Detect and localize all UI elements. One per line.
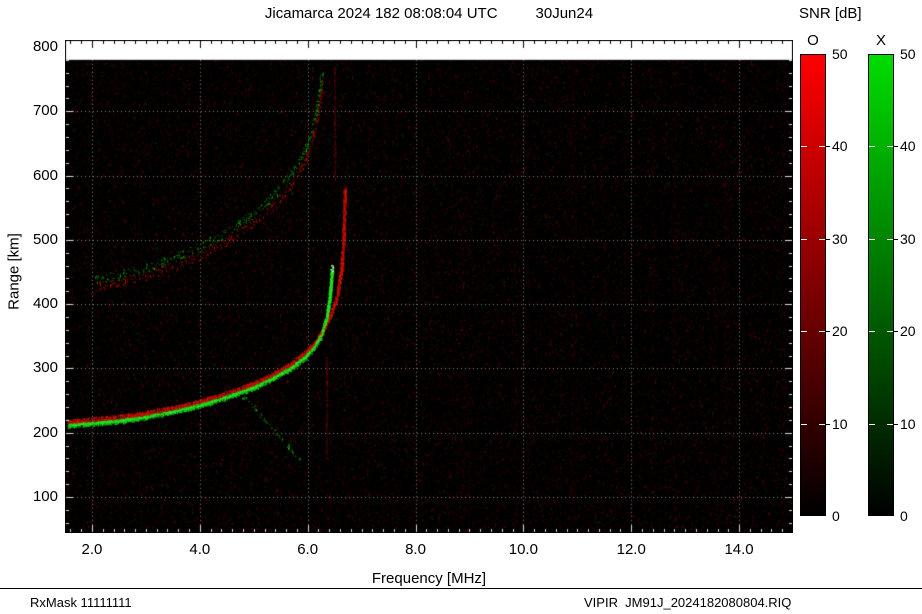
colorbar-tick-mark bbox=[894, 331, 898, 333]
colorbar-tick-mark bbox=[887, 423, 893, 425]
data-file-text: VIPIR JM91J_2024182080804.RIQ bbox=[584, 595, 792, 610]
x-tick-label: 10.0 bbox=[508, 541, 538, 558]
colorbar-tick-mark bbox=[887, 238, 893, 240]
y-tick-label: 300 bbox=[32, 359, 58, 377]
footer-divider bbox=[0, 588, 922, 589]
rxmask-text: RxMask 11111111 bbox=[30, 595, 132, 610]
colorbar-tick-label: 30 bbox=[900, 230, 916, 247]
colorbar-tick-mark bbox=[869, 331, 875, 333]
colorbar-tick-label: 20 bbox=[900, 323, 916, 340]
colorbar-tick-mark bbox=[869, 423, 875, 425]
x-tick-label: 2.0 bbox=[81, 541, 103, 558]
y-tick-label: 800 bbox=[32, 38, 58, 55]
y-tick-label: 700 bbox=[32, 102, 58, 120]
snr-colorbar-title: SNR [dB] bbox=[799, 5, 862, 22]
y-tick-label: 500 bbox=[32, 230, 58, 248]
x-axis-title: Frequency [MHz] bbox=[371, 570, 487, 587]
colorbar-tick-mark bbox=[819, 238, 825, 240]
colorbar-tick-label: 50 bbox=[900, 46, 916, 62]
x-tick-label: 14.0 bbox=[724, 541, 754, 558]
y-tick-label: 400 bbox=[32, 295, 58, 313]
colorbar-tick-mark bbox=[801, 331, 807, 333]
colorbar-tick-mark bbox=[894, 146, 898, 148]
colorbar-tick-mark bbox=[869, 238, 875, 240]
snr-colorbar-x bbox=[868, 54, 894, 516]
y-tick-label: 100 bbox=[32, 487, 58, 505]
colorbar-tick-mark bbox=[801, 238, 807, 240]
colorbar-tick-mark bbox=[826, 423, 830, 425]
colorbar-tick-mark bbox=[894, 238, 898, 240]
colorbar-tick-mark bbox=[819, 423, 825, 425]
plot-title-date: 30Jun24 bbox=[535, 4, 594, 22]
x-tick-label: 8.0 bbox=[405, 541, 426, 558]
y-tick-label: 600 bbox=[32, 166, 58, 184]
colorbar-tick-mark bbox=[869, 146, 875, 148]
x-mode-label: X bbox=[875, 32, 886, 49]
colorbar-tick-mark bbox=[819, 331, 825, 333]
plot-title: Jicamarca 2024 182 08:08:04 UTC 30Jun24 bbox=[65, 2, 793, 24]
colorbar-tick-mark bbox=[887, 331, 893, 333]
o-mode-label: O bbox=[807, 32, 819, 49]
colorbar-tick-mark bbox=[894, 423, 898, 425]
colorbar-tick-label: 40 bbox=[832, 138, 848, 155]
colorbar-tick-mark bbox=[826, 238, 830, 240]
colorbar-tick-mark bbox=[826, 331, 830, 333]
colorbar-tick-label: 30 bbox=[832, 230, 848, 247]
x-tick-label: 12.0 bbox=[616, 541, 646, 558]
colorbar-tick-label: 0 bbox=[832, 508, 840, 524]
colorbar-tick-label: 40 bbox=[900, 138, 916, 155]
plot-title-main: Jicamarca 2024 182 08:08:04 UTC bbox=[264, 4, 498, 22]
colorbar-tick-label: 10 bbox=[832, 415, 848, 432]
colorbar-tick-label: 0 bbox=[900, 508, 908, 524]
colorbar-tick-mark bbox=[801, 423, 807, 425]
ionogram-plot-canvas bbox=[65, 40, 793, 533]
colorbar-tick-mark bbox=[887, 146, 893, 148]
colorbar-tick-label: 10 bbox=[900, 415, 916, 432]
colorbar-tick-mark bbox=[801, 146, 807, 148]
colorbar-tick-mark bbox=[819, 146, 825, 148]
snr-colorbar-o bbox=[800, 54, 826, 516]
colorbar-tick-label: 20 bbox=[832, 323, 848, 340]
x-tick-label: 6.0 bbox=[297, 541, 319, 558]
colorbar-tick-label: 50 bbox=[832, 46, 848, 62]
x-tick-label: 4.0 bbox=[189, 541, 211, 558]
y-tick-label: 200 bbox=[32, 423, 58, 441]
colorbar-tick-mark bbox=[826, 146, 830, 148]
